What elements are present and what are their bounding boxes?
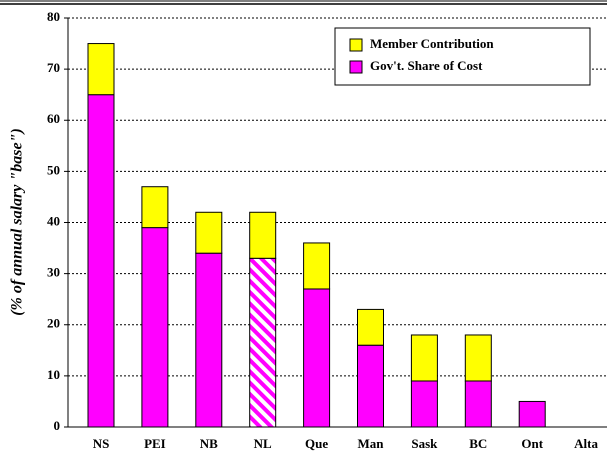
y-tick-label: 60	[47, 111, 60, 126]
x-tick-label: NS	[93, 436, 110, 451]
bar-segment	[195, 211, 223, 254]
x-tick-label: Que	[305, 436, 328, 451]
x-tick-label: BC	[469, 436, 487, 451]
x-tick-label: Ont	[521, 436, 543, 451]
y-tick-label: 50	[47, 162, 60, 177]
x-tick-label: NB	[200, 436, 218, 451]
y-tick-label: 20	[47, 316, 60, 331]
x-tick-label: Alta	[574, 436, 598, 451]
bar-segment	[249, 211, 277, 259]
legend-swatch	[349, 38, 363, 52]
bar-segment	[141, 227, 169, 428]
legend-swatch	[349, 60, 363, 74]
bar-segment	[303, 242, 331, 290]
bar-segment	[357, 344, 384, 428]
y-tick-label: 10	[47, 367, 60, 382]
bar-segment	[303, 288, 331, 428]
x-tick-label: Sask	[411, 436, 438, 451]
y-tick-label: 40	[47, 213, 60, 228]
x-tick-label: PEI	[144, 436, 166, 451]
bar-segment	[464, 380, 492, 428]
x-tick-label: NL	[254, 436, 272, 451]
bar-segment	[87, 43, 115, 96]
y-tick-label: 80	[47, 9, 60, 24]
bar-segment	[249, 257, 277, 428]
y-tick-label: 70	[47, 60, 60, 75]
legend-label: Member Contribution	[370, 36, 494, 51]
x-tick-label: Man	[358, 436, 385, 451]
y-tick-label: 0	[54, 418, 61, 433]
bar-segment	[410, 380, 438, 428]
legend-box	[334, 27, 591, 86]
bar-segment	[410, 334, 438, 382]
y-tick-label: 30	[47, 265, 60, 280]
legend-label: Gov't. Share of Cost	[370, 58, 483, 73]
bar-segment	[518, 400, 546, 428]
bar-segment	[464, 334, 492, 382]
bar-segment	[357, 308, 384, 346]
bar-segment	[141, 186, 169, 229]
bar-segment	[87, 94, 115, 428]
bar-segment	[195, 252, 223, 428]
y-axis-label: (% of annual salary "base")	[9, 128, 26, 316]
